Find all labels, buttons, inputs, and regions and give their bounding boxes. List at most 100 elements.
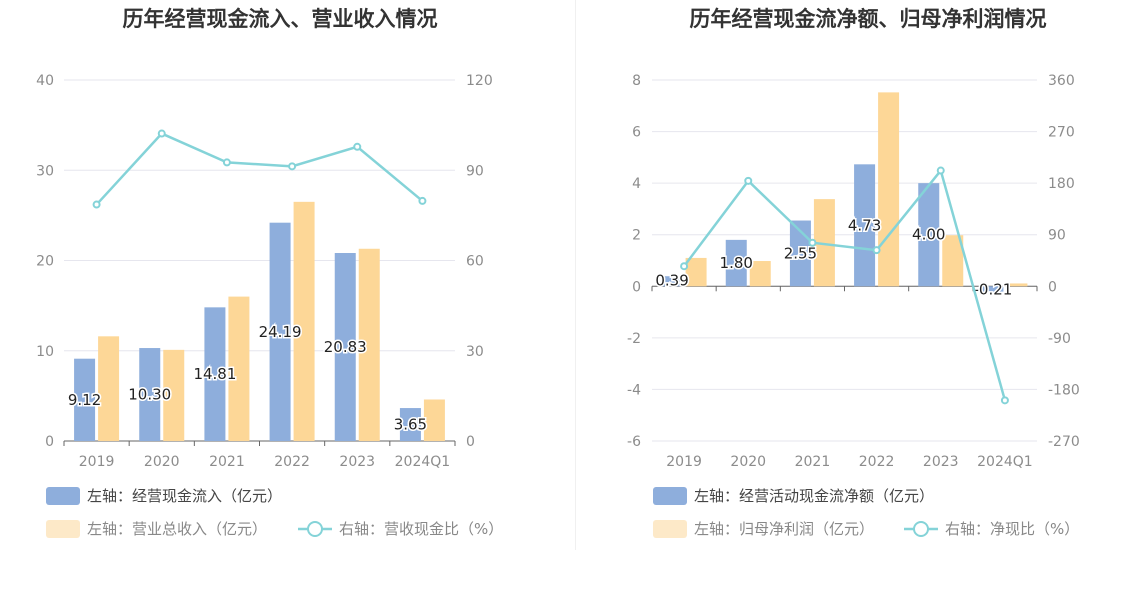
x-axis-category-label: 2022 xyxy=(274,454,310,470)
left-axis-tick-label: 4 xyxy=(632,176,641,192)
x-axis-category-label: 2019 xyxy=(79,454,115,470)
right-axis-tick-label: 0 xyxy=(466,434,475,450)
line-series-path xyxy=(95,132,424,206)
legend-item-1-swatch xyxy=(46,520,80,538)
right-axis-tick-label: -180 xyxy=(1048,382,1080,398)
legend-item-2-swatch-marker xyxy=(307,521,323,537)
x-axis-category-label: 2021 xyxy=(795,454,831,470)
legend-item-1-label: 左轴：归母净利润（亿元） xyxy=(694,520,874,538)
bar-primary xyxy=(334,253,356,441)
bar-secondary xyxy=(942,235,964,287)
line-series-point xyxy=(418,196,427,205)
bar-data-label: -0.21 xyxy=(974,280,1013,298)
bar-primary xyxy=(204,307,226,441)
bar-data-label: 9.12 xyxy=(68,391,101,409)
x-axis-category-label: 2021 xyxy=(209,454,245,470)
left-axis-tick-label: 0 xyxy=(45,434,54,450)
chart-right: 历年经营现金流净额、归母净利润情况 -6 -270 -4 -180 -2 -90 0 0 2 90 4… xyxy=(627,7,1080,538)
legend-item-0-swatch xyxy=(46,487,80,505)
left-axis-tick-label: 0 xyxy=(632,279,641,295)
bar-data-label: 0.39 xyxy=(655,271,688,289)
line-series-point xyxy=(1000,396,1009,405)
bar-data-label: 3.65 xyxy=(394,416,427,434)
bar-primary xyxy=(982,286,1004,292)
legend-item-2-label: 右轴：净现比（%） xyxy=(945,520,1079,538)
line-series-point xyxy=(92,200,101,209)
bar-secondary xyxy=(878,92,900,287)
x-axis-category-label: 2020 xyxy=(730,454,766,470)
x-axis-category-label: 2024Q1 xyxy=(395,454,451,470)
bar-data-label: 4.73 xyxy=(848,216,881,234)
right-axis-tick-label: 360 xyxy=(1048,73,1075,89)
x-axis-category-label: 2022 xyxy=(859,454,895,470)
bar-secondary xyxy=(293,201,315,441)
bar-primary xyxy=(74,358,96,441)
legend-item-0-label: 左轴：经营活动现金流净额（亿元） xyxy=(694,487,934,505)
bar-data-label: 10.30 xyxy=(128,386,171,404)
bar-primary xyxy=(269,222,291,441)
chart-panel-left: 历年经营现金流入、营业收入情况 0 0 10 30 20 60 30 90 40 120 2019 20… xyxy=(0,0,575,550)
left-axis-tick-label: 2 xyxy=(632,228,641,244)
chart-title: 历年经营现金流净额、归母净利润情况 xyxy=(690,7,1047,31)
panel-divider xyxy=(575,0,576,550)
left-axis-tick-label: 40 xyxy=(36,73,54,89)
left-axis-tick-label: 8 xyxy=(632,73,641,89)
x-axis-category-label: 2023 xyxy=(339,454,375,470)
line-series-point xyxy=(288,162,297,171)
left-axis-tick-label: -4 xyxy=(627,382,641,398)
right-axis-tick-label: 180 xyxy=(1048,176,1075,192)
right-axis-tick-label: 90 xyxy=(466,163,484,179)
x-axis-category-label: 2024Q1 xyxy=(977,454,1033,470)
legend-item-1-swatch xyxy=(653,520,687,538)
right-axis-tick-label: 30 xyxy=(466,344,484,360)
legend-item-0-swatch xyxy=(653,487,687,505)
left-axis-tick-label: -6 xyxy=(627,434,641,450)
chart-title: 历年经营现金流入、营业收入情况 xyxy=(123,7,438,31)
chart-panel-right: 历年经营现金流净额、归母净利润情况 -6 -270 -4 -180 -2 -90 0 0 2 90 4… xyxy=(577,0,1148,550)
bar-secondary xyxy=(163,349,185,441)
line-series-point xyxy=(680,262,689,271)
x-axis-category-label: 2019 xyxy=(666,454,702,470)
bar-secondary xyxy=(358,248,380,441)
bar-secondary xyxy=(228,296,250,441)
right-axis-tick-label: -90 xyxy=(1048,331,1071,347)
bar-data-label: 24.19 xyxy=(259,323,302,341)
bar-data-label: 2.55 xyxy=(784,244,817,262)
bar-data-label: 4.00 xyxy=(912,226,945,244)
chart-left: 历年经营现金流入、营业收入情况 0 0 10 30 20 60 30 90 40 120 2019 20… xyxy=(36,7,503,538)
line-series-point xyxy=(157,129,166,138)
right-axis-tick-label: -270 xyxy=(1048,434,1080,450)
legend-item-1-label: 左轴：营业总收入（亿元） xyxy=(87,520,267,538)
right-axis-tick-label: 90 xyxy=(1048,228,1066,244)
line-series-point xyxy=(353,142,362,151)
bar-secondary xyxy=(1006,283,1028,287)
line-series-point xyxy=(936,166,945,175)
left-axis-tick-label: 10 xyxy=(36,344,54,360)
bar-data-label: 20.83 xyxy=(324,338,367,356)
legend-item-0-label: 左轴：经营现金流入（亿元） xyxy=(87,487,282,505)
bar-secondary xyxy=(685,257,707,287)
right-axis-tick-label: 270 xyxy=(1048,125,1075,141)
x-axis-category-label: 2023 xyxy=(923,454,959,470)
legend-item-2-label: 右轴：营收现金比（%） xyxy=(339,520,503,538)
bar-primary xyxy=(661,276,683,287)
line-series-point xyxy=(808,238,817,247)
bar-primary xyxy=(918,183,940,287)
bar-secondary xyxy=(813,199,835,287)
line-series-point xyxy=(222,158,231,167)
right-axis-tick-label: 60 xyxy=(466,254,484,270)
left-axis-tick-label: 6 xyxy=(632,125,641,141)
left-axis-tick-label: 30 xyxy=(36,163,54,179)
bar-data-label: 14.81 xyxy=(193,365,236,383)
bar-primary xyxy=(139,348,161,441)
line-series-point xyxy=(872,246,881,255)
bar-primary xyxy=(399,408,421,441)
x-axis-category-label: 2020 xyxy=(144,454,180,470)
bar-secondary xyxy=(749,261,771,287)
bar-primary xyxy=(725,239,747,287)
bar-primary xyxy=(854,164,876,287)
right-axis-tick-label: 0 xyxy=(1048,279,1057,295)
left-axis-tick-label: 20 xyxy=(36,254,54,270)
line-series-point xyxy=(744,176,753,185)
bar-secondary xyxy=(98,336,120,441)
